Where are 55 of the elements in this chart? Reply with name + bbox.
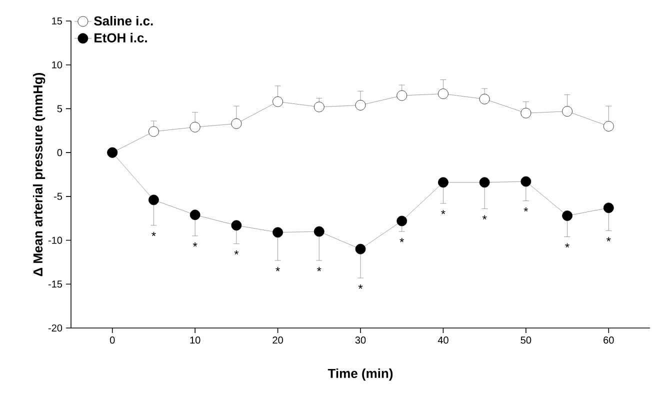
x-tick-label: 0 bbox=[110, 336, 115, 344]
x-tick-label: 20 bbox=[272, 336, 283, 344]
annotation: * bbox=[234, 250, 239, 255]
point bbox=[355, 100, 366, 110]
point bbox=[148, 126, 159, 137]
y-tick-label: -5 bbox=[54, 192, 62, 200]
legend-label: Saline i.c. bbox=[94, 16, 153, 26]
point bbox=[314, 226, 324, 237]
point bbox=[438, 177, 448, 188]
point bbox=[396, 216, 408, 226]
annotation: * bbox=[524, 207, 528, 212]
x-tick-label: 50 bbox=[520, 336, 532, 344]
y-tick-label: 15 bbox=[52, 18, 62, 24]
y-tick-label: -10 bbox=[48, 236, 62, 244]
x-axis-title: Time (min) bbox=[328, 368, 393, 381]
point bbox=[396, 90, 408, 101]
point bbox=[231, 220, 242, 231]
point bbox=[148, 194, 159, 206]
annotation: * bbox=[606, 237, 611, 242]
point bbox=[231, 118, 242, 129]
point bbox=[314, 102, 324, 112]
point bbox=[190, 210, 200, 220]
point bbox=[520, 176, 532, 187]
point bbox=[603, 121, 614, 132]
annotation: * bbox=[565, 243, 570, 248]
point bbox=[272, 96, 283, 107]
y-tick-label: 10 bbox=[52, 61, 62, 68]
point bbox=[479, 177, 490, 188]
point bbox=[520, 108, 532, 118]
x-tick-label: 10 bbox=[190, 336, 200, 344]
legend-label: EtOH i.c. bbox=[94, 32, 147, 42]
x-tick-label: 40 bbox=[438, 336, 448, 344]
x-tick-label: 60 bbox=[604, 336, 614, 344]
annotation: * bbox=[317, 267, 322, 272]
annotation: * bbox=[400, 238, 404, 242]
point bbox=[190, 122, 200, 132]
annotation: * bbox=[276, 267, 280, 272]
y-tick-label: 5 bbox=[57, 105, 62, 112]
point bbox=[438, 88, 448, 99]
point bbox=[479, 94, 490, 104]
annotation: * bbox=[192, 242, 198, 247]
y-tick-label: 0 bbox=[57, 149, 62, 156]
point bbox=[355, 244, 366, 254]
point bbox=[562, 106, 572, 117]
y-tick-label: -15 bbox=[48, 280, 62, 288]
y-tick-label: -20 bbox=[48, 324, 62, 332]
point bbox=[603, 202, 614, 214]
x-tick-label: 30 bbox=[355, 336, 366, 344]
y-axis-title: Δ Mean arterial pressure (mmHg) bbox=[32, 72, 46, 276]
annotation: * bbox=[358, 284, 363, 289]
annotation: * bbox=[482, 215, 487, 220]
point bbox=[562, 210, 572, 221]
point bbox=[272, 227, 283, 238]
annotation: * bbox=[152, 232, 156, 236]
annotation: * bbox=[441, 210, 446, 214]
